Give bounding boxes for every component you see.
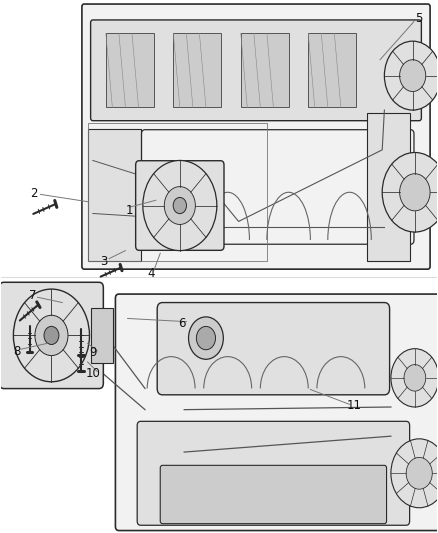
Circle shape	[196, 326, 215, 350]
Circle shape	[382, 152, 438, 232]
Circle shape	[188, 317, 223, 359]
FancyBboxPatch shape	[82, 4, 430, 269]
Circle shape	[35, 316, 68, 356]
Bar	[367, 113, 410, 261]
Text: 2: 2	[30, 187, 38, 200]
Circle shape	[44, 326, 59, 344]
Text: 8: 8	[13, 345, 20, 358]
FancyBboxPatch shape	[116, 294, 438, 530]
Text: 4: 4	[148, 267, 155, 280]
Text: 10: 10	[85, 367, 100, 380]
Text: 1: 1	[126, 204, 134, 217]
Text: 6: 6	[178, 317, 186, 330]
FancyBboxPatch shape	[0, 282, 103, 389]
Circle shape	[391, 439, 438, 508]
FancyBboxPatch shape	[136, 161, 224, 251]
Bar	[241, 33, 289, 108]
FancyBboxPatch shape	[137, 421, 410, 525]
Text: 5: 5	[415, 12, 422, 25]
Text: 11: 11	[346, 399, 361, 413]
Circle shape	[404, 365, 426, 391]
Text: 9: 9	[89, 346, 96, 359]
FancyBboxPatch shape	[157, 303, 390, 395]
Circle shape	[385, 41, 438, 110]
Bar	[308, 33, 356, 108]
Bar	[106, 33, 154, 108]
Text: 3: 3	[100, 255, 107, 268]
Circle shape	[399, 174, 430, 211]
Circle shape	[164, 187, 195, 224]
Circle shape	[406, 457, 432, 489]
Circle shape	[14, 289, 89, 382]
Text: 7: 7	[29, 289, 36, 302]
Bar	[88, 128, 141, 261]
Circle shape	[399, 60, 426, 92]
Circle shape	[391, 349, 438, 407]
Circle shape	[173, 197, 187, 214]
Bar	[173, 33, 221, 108]
FancyBboxPatch shape	[91, 20, 421, 120]
FancyBboxPatch shape	[160, 465, 387, 523]
Bar	[91, 308, 113, 363]
Circle shape	[143, 160, 217, 251]
FancyBboxPatch shape	[141, 130, 414, 244]
